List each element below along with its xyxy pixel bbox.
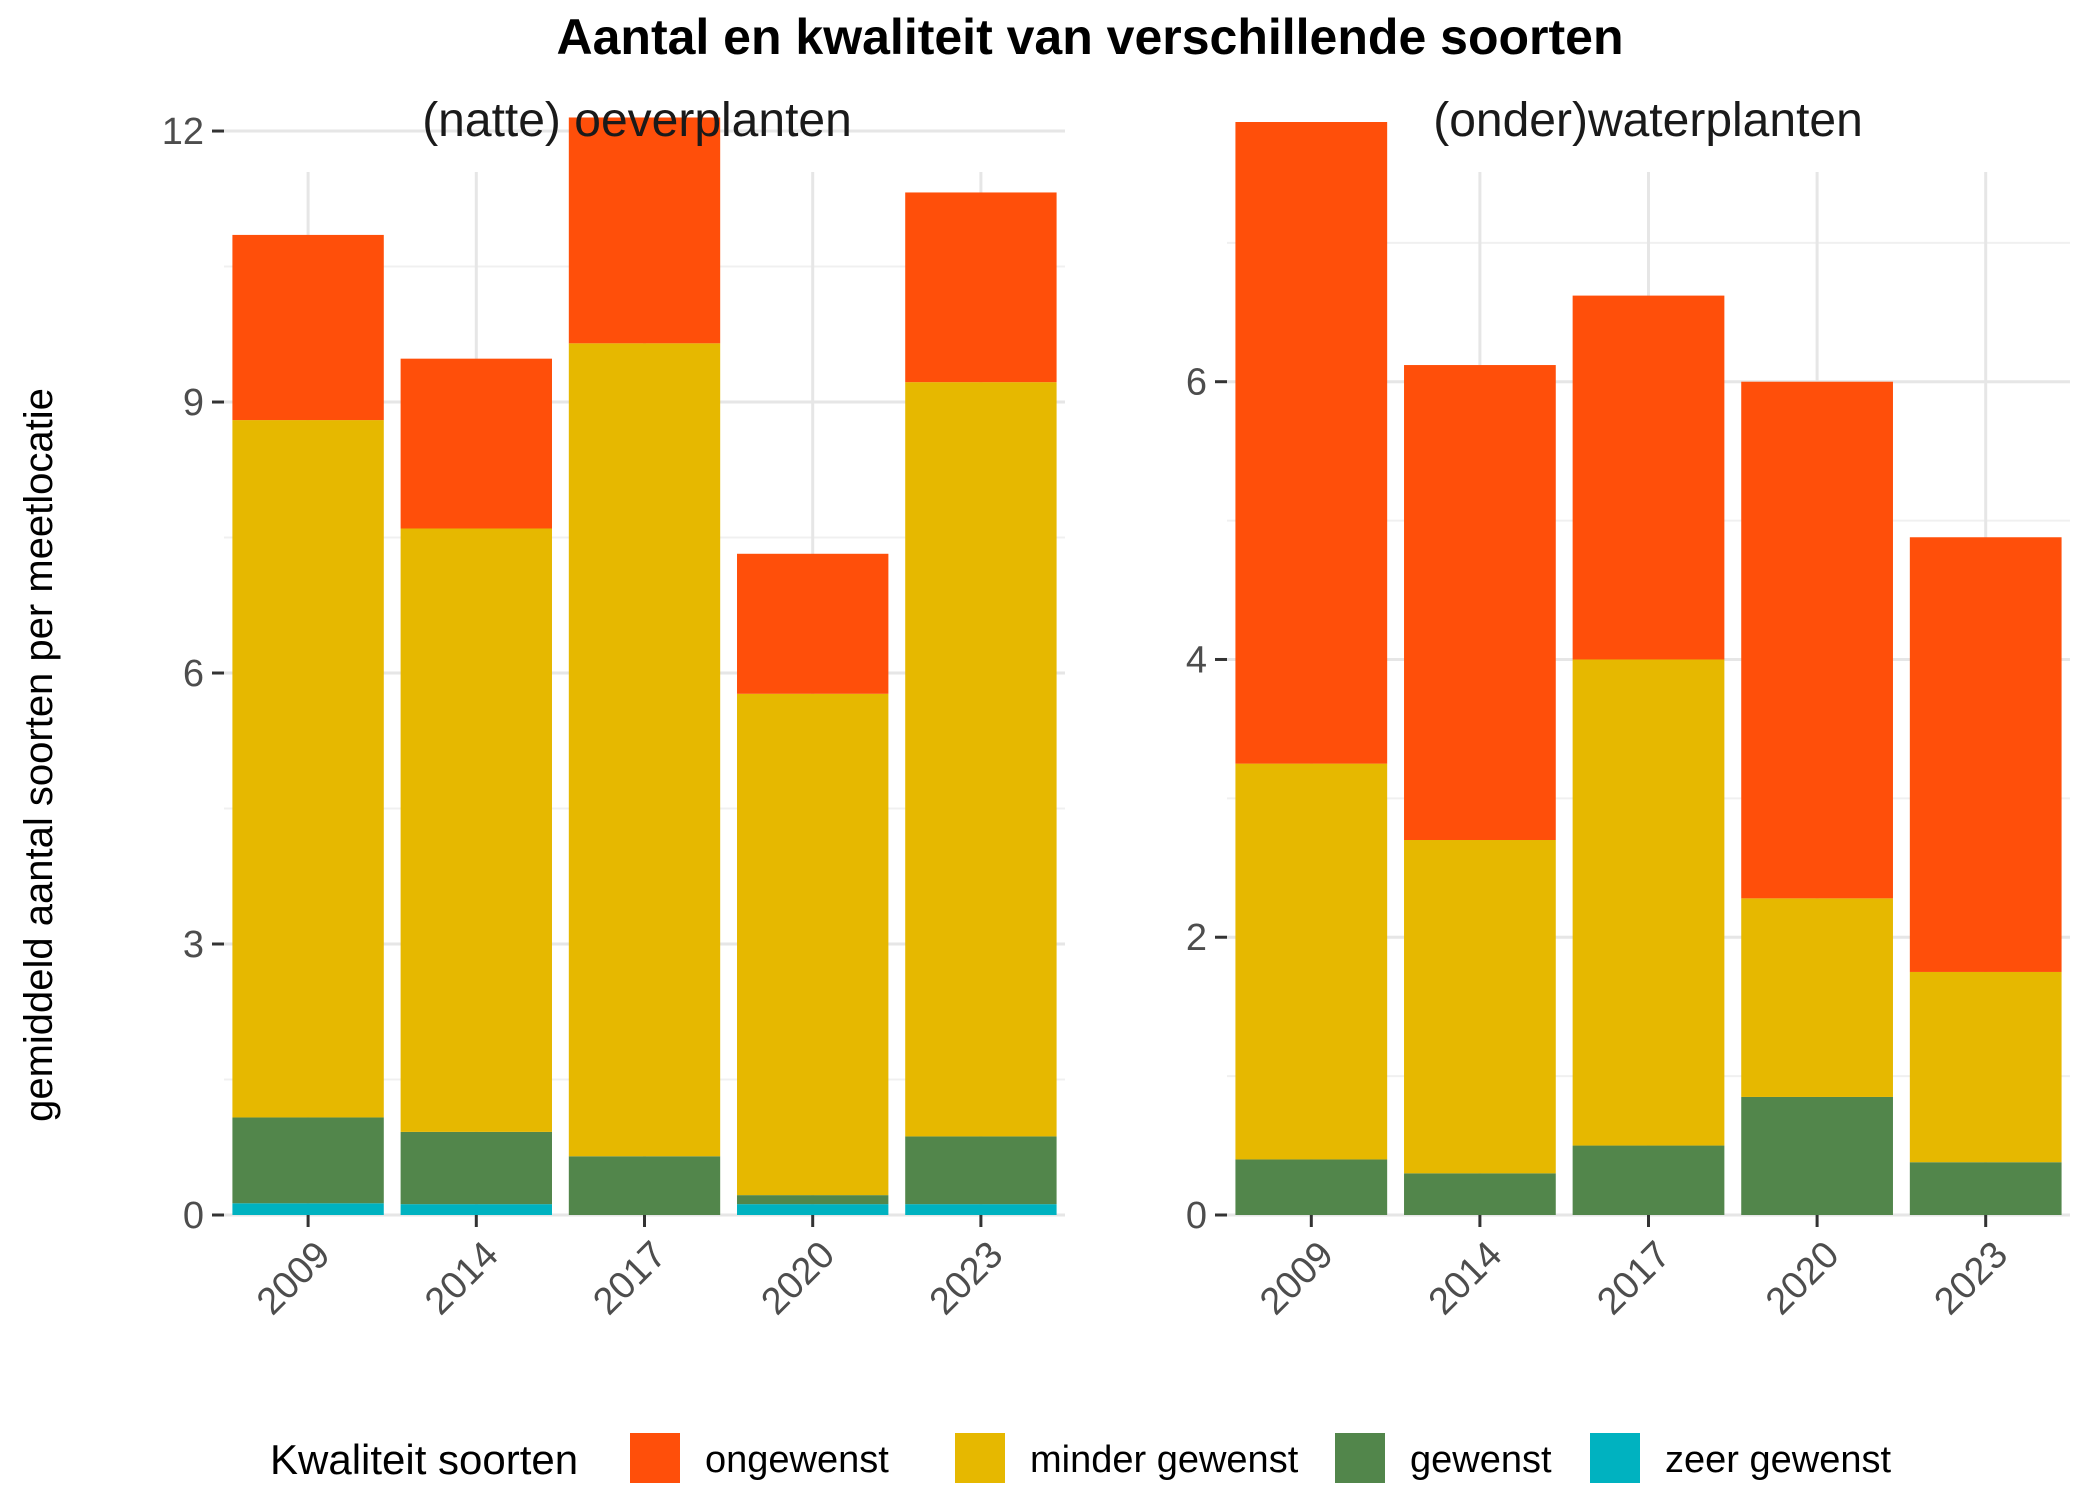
y-axis-title: gemiddeld aantal soorten per meetlocatie: [17, 388, 61, 1122]
bar-gewenst-2023: [1909, 1162, 2062, 1215]
x-tick-label: 2017: [1589, 1234, 1678, 1323]
bar-minder-gewenst-2020: [737, 693, 889, 1196]
bar-gewenst-2017: [1572, 1145, 1725, 1215]
bar-minder-gewenst-2023: [905, 382, 1057, 1137]
y-tick-label: 9: [183, 382, 204, 424]
x-tick-label: 2023: [922, 1234, 1011, 1323]
y-tick-label: 6: [183, 653, 204, 695]
bar-minder-gewenst-2020: [1741, 898, 1893, 1097]
bar-ongewenst-2014: [1404, 365, 1556, 841]
x-tick-label: 2017: [585, 1234, 674, 1323]
legend-swatch-minder-gewenst: [955, 1433, 1005, 1483]
bar-gewenst-2020: [737, 1195, 889, 1205]
bar-ongewenst-2014: [400, 358, 552, 529]
facet-title: (natte) oeverplanten: [422, 94, 852, 147]
x-tick-label: 2014: [1421, 1234, 1510, 1323]
x-tick-label: 2020: [754, 1234, 843, 1323]
bar-zeer-gewenst-2023: [905, 1204, 1057, 1215]
legend-swatch-gewenst: [1335, 1433, 1385, 1483]
legend-title: Kwaliteit soorten: [270, 1436, 578, 1483]
bar-gewenst-2017: [568, 1156, 721, 1215]
bar-gewenst-2014: [400, 1131, 552, 1205]
bar-gewenst-2009: [1235, 1159, 1388, 1215]
legend-label-gewenst: gewenst: [1410, 1439, 1552, 1481]
y-tick-label: 2: [1186, 917, 1207, 959]
bar-minder-gewenst-2014: [400, 528, 552, 1132]
x-tick-label: 2009: [249, 1234, 338, 1323]
legend: Kwaliteit soorten ongewenst minder gewens…: [270, 1433, 1891, 1483]
bar-ongewenst-2017: [1572, 295, 1725, 660]
bar-gewenst-2020: [1741, 1096, 1893, 1215]
bar-ongewenst-2023: [1909, 537, 2062, 972]
legend-label-minder-gewenst: minder gewenst: [1030, 1439, 1299, 1481]
x-tick-label: 2014: [417, 1234, 506, 1323]
y-tick-label: 0: [183, 1195, 204, 1237]
bar-minder-gewenst-2009: [232, 420, 384, 1118]
bar-minder-gewenst-2023: [1909, 971, 2062, 1163]
bar-gewenst-2014: [1404, 1173, 1556, 1215]
legend-swatch-ongewenst: [630, 1433, 680, 1483]
x-tick-label: 2023: [1927, 1234, 2016, 1323]
bar-ongewenst-2020: [1741, 381, 1893, 899]
bar-ongewenst-2017: [568, 117, 721, 344]
bar-ongewenst-2009: [232, 234, 384, 421]
bar-zeer-gewenst-2020: [737, 1204, 889, 1215]
y-tick-label: 6: [1186, 362, 1207, 404]
bar-minder-gewenst-2014: [1404, 840, 1556, 1174]
bar-minder-gewenst-2017: [568, 343, 721, 1157]
bar-minder-gewenst-2017: [1572, 659, 1725, 1146]
y-tick-label: 0: [1186, 1195, 1207, 1237]
bar-minder-gewenst-2009: [1235, 763, 1388, 1160]
bar-zeer-gewenst-2014: [400, 1204, 552, 1215]
legend-swatch-zeer-gewenst: [1590, 1433, 1640, 1483]
y-tick-label: 3: [183, 924, 204, 966]
facet-title: (onder)waterplanten: [1433, 94, 1863, 147]
bar-gewenst-2023: [905, 1136, 1057, 1205]
x-tick-label: 2009: [1252, 1234, 1341, 1323]
chart-title: Aantal en kwaliteit van verschillende so…: [556, 9, 1623, 65]
panel-2: 0 2 4 6 2009 2014 2017 2020 2023 (onder)waterplan…: [1186, 94, 2070, 1323]
y-tick-label: 4: [1186, 639, 1207, 681]
bar-gewenst-2009: [232, 1117, 384, 1204]
x-tick-label: 2020: [1758, 1234, 1847, 1323]
bar-ongewenst-2023: [905, 192, 1057, 383]
bar-ongewenst-2009: [1235, 122, 1388, 764]
legend-label-zeer-gewenst: zeer gewenst: [1665, 1439, 1891, 1481]
panel-1: 0 3 6 9 12 2009 2014 2017 2020 2023 (natte) oeverp…: [162, 94, 1065, 1323]
panels: 0 3 6 9 12 2009 2014 2017 2020 2023 (natte) oeverp…: [162, 94, 2070, 1323]
y-tick-label: 12: [162, 111, 204, 153]
bar-zeer-gewenst-2009: [232, 1203, 384, 1215]
bar-ongewenst-2020: [737, 553, 889, 694]
legend-label-ongewenst: ongewenst: [705, 1439, 889, 1481]
